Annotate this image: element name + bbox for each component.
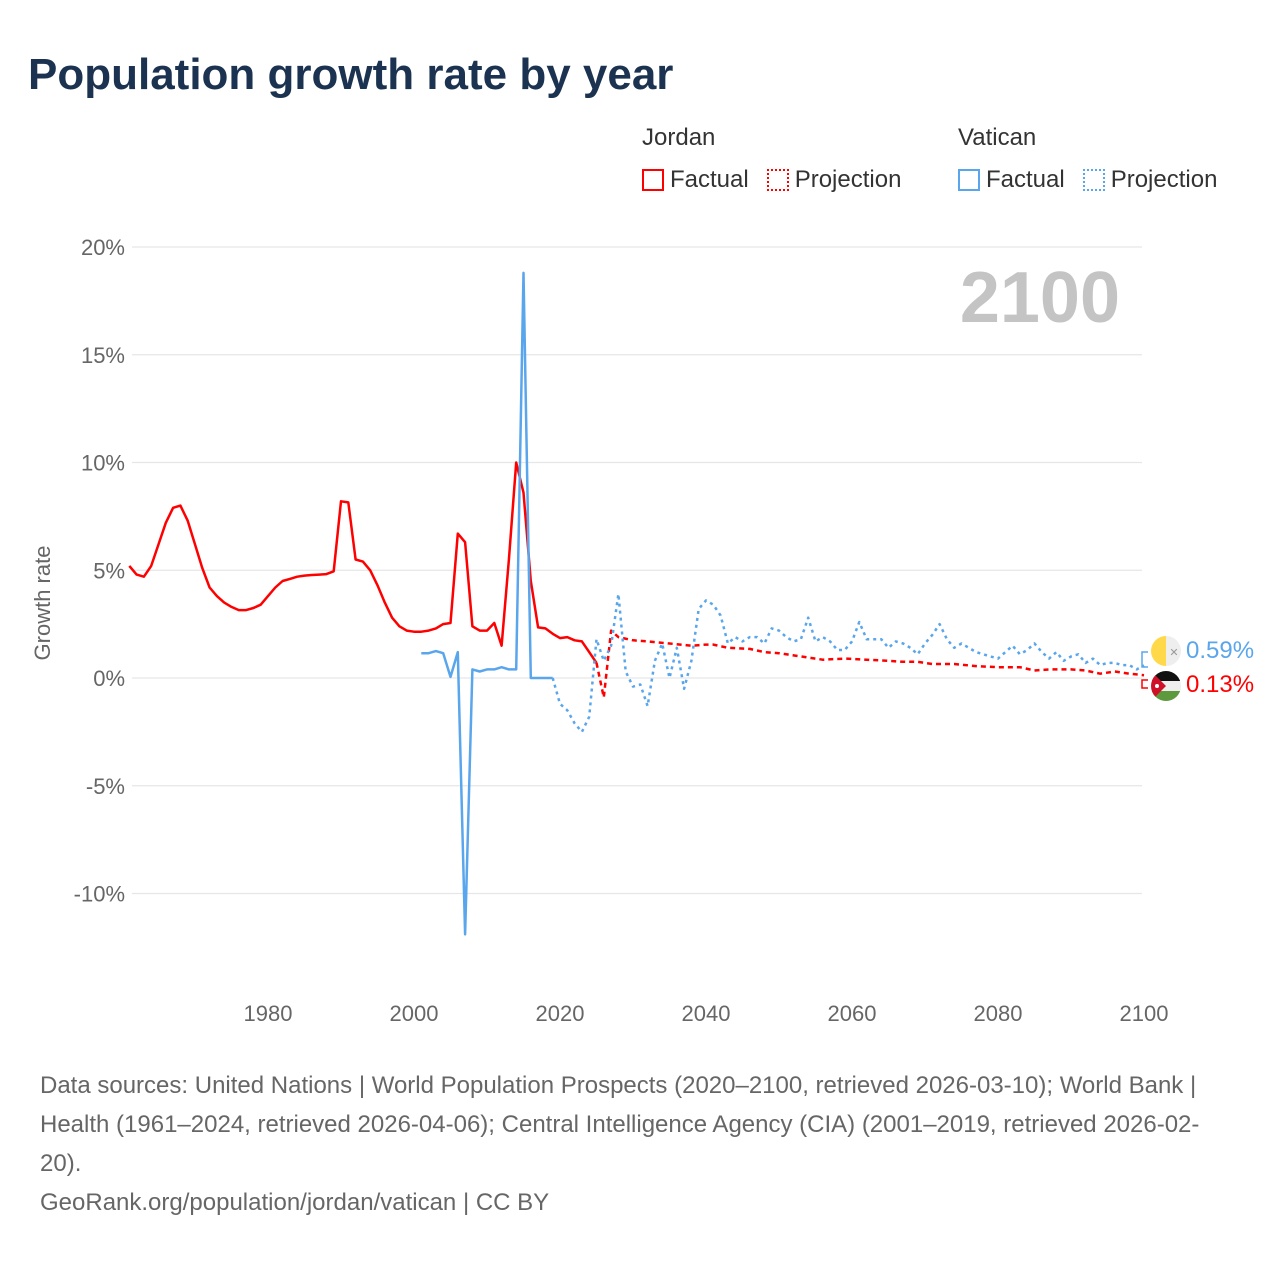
chart-plot: 20% 15% 10% 5% 0% -5% -10% 1980 2000 2020 2040 2060… bbox=[30, 235, 1254, 1026]
x-tick-label: 2060 bbox=[828, 1001, 877, 1026]
y-tick-label: -10% bbox=[74, 882, 125, 907]
data-sources: Data sources: United Nations | World Pop… bbox=[40, 1072, 1200, 1177]
y-tick-label: 20% bbox=[81, 235, 125, 260]
legend-jordan-name: Jordan bbox=[642, 124, 716, 151]
vatican-connector bbox=[1141, 651, 1148, 668]
year-watermark: 2100 bbox=[960, 258, 1120, 338]
jordan-flag-icon bbox=[1151, 671, 1181, 701]
legend-label: Factual bbox=[986, 166, 1065, 193]
y-tick-label: 5% bbox=[93, 558, 125, 583]
y-tick-label: 10% bbox=[81, 451, 125, 476]
y-tick-label: -5% bbox=[86, 774, 125, 799]
legend-vatican: Vatican Factual Projection bbox=[958, 124, 1217, 194]
legend-jordan: Jordan Factual Projection bbox=[642, 124, 901, 194]
dotted-swatch-icon bbox=[766, 169, 789, 191]
legend-vatican-projection[interactable]: Projection bbox=[1082, 166, 1218, 194]
x-tick-label: 1980 bbox=[244, 1001, 293, 1026]
x-tick-label: 2000 bbox=[390, 1001, 439, 1026]
chart-title: Population growth rate by year bbox=[28, 50, 674, 99]
vatican-end-value: 0.59% bbox=[1186, 637, 1254, 664]
jordan-end-value: 0.13% bbox=[1186, 671, 1254, 698]
solid-swatch-icon bbox=[958, 169, 980, 191]
legend-jordan-projection[interactable]: Projection bbox=[766, 166, 902, 194]
credit-link[interactable]: GeoRank.org/population/jordan/vatican | … bbox=[40, 1189, 550, 1216]
jordan-projection-line[interactable] bbox=[595, 629, 1145, 699]
x-tick-label: 2100 bbox=[1120, 1001, 1169, 1026]
svg-text:✕: ✕ bbox=[1169, 647, 1178, 659]
x-tick-label: 2080 bbox=[974, 1001, 1023, 1026]
solid-swatch-icon bbox=[642, 169, 664, 191]
y-tick-label: 15% bbox=[81, 343, 125, 368]
dotted-swatch-icon bbox=[1082, 169, 1105, 191]
vatican-factual-line[interactable] bbox=[421, 271, 553, 936]
legend-label: Projection bbox=[1110, 166, 1218, 193]
legend-label: Projection bbox=[794, 166, 902, 193]
vatican-projection-line[interactable] bbox=[551, 592, 1145, 734]
y-axis-label: Growth rate bbox=[30, 546, 55, 661]
legend-jordan-factual[interactable]: Factual bbox=[642, 166, 749, 194]
x-tick-label: 2020 bbox=[536, 1001, 585, 1026]
y-tick-label: 0% bbox=[93, 666, 125, 691]
legend-vatican-name: Vatican bbox=[958, 124, 1037, 151]
footer: Data sources: United Nations | World Pop… bbox=[40, 1066, 1240, 1222]
vatican-flag-icon: ✕ bbox=[1151, 636, 1181, 666]
x-tick-label: 2040 bbox=[682, 1001, 731, 1026]
jordan-connector bbox=[1141, 679, 1148, 689]
legend-label: Factual bbox=[670, 166, 749, 193]
legend-vatican-factual[interactable]: Factual bbox=[958, 166, 1065, 194]
